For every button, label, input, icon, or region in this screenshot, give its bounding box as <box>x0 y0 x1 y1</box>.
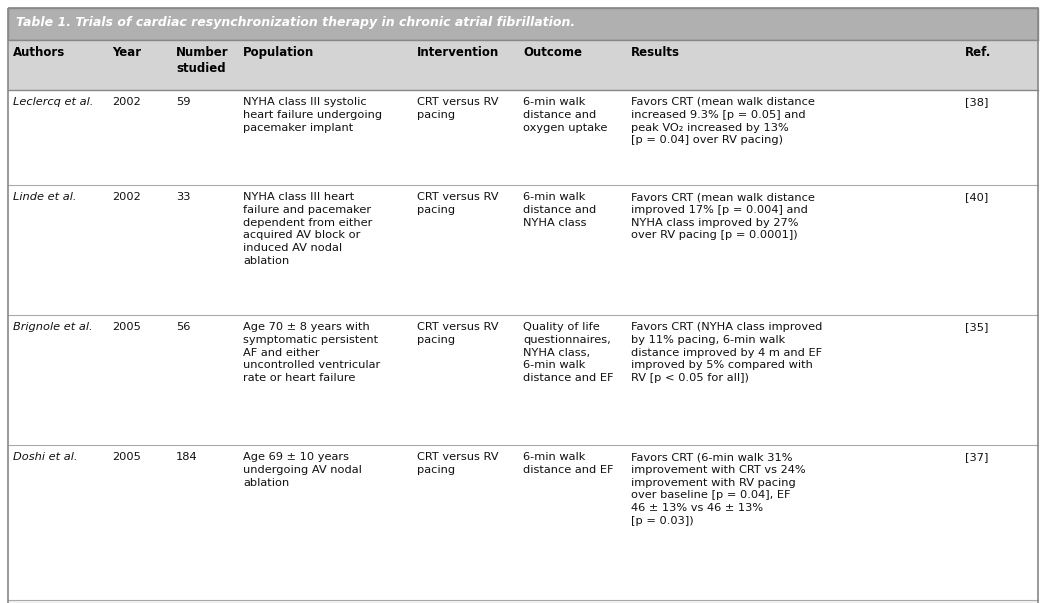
Bar <box>8 315 1038 445</box>
Text: Favors CRT (mean walk distance
increased 9.3% [p = 0.05] and
peak VO₂ increased : Favors CRT (mean walk distance increased… <box>631 97 815 145</box>
Text: Population: Population <box>243 46 314 59</box>
Text: 6-min walk
distance and
oxygen uptake: 6-min walk distance and oxygen uptake <box>523 97 608 133</box>
Text: Linde et al.: Linde et al. <box>13 192 76 202</box>
Text: Year: Year <box>112 46 141 59</box>
Text: [35]: [35] <box>965 322 988 332</box>
Bar <box>8 40 1038 90</box>
Text: Favors CRT (NYHA class improved
by 11% pacing, 6-min walk
distance improved by 4: Favors CRT (NYHA class improved by 11% p… <box>631 322 822 383</box>
Text: Age 69 ± 10 years
undergoing AV nodal
ablation: Age 69 ± 10 years undergoing AV nodal ab… <box>243 452 362 488</box>
Text: 6-min walk
distance and
NYHA class: 6-min walk distance and NYHA class <box>523 192 596 227</box>
Text: Results: Results <box>631 46 680 59</box>
Text: 2005: 2005 <box>112 452 141 462</box>
Text: 33: 33 <box>176 192 190 202</box>
Text: 184: 184 <box>176 452 198 462</box>
Text: NYHA class III heart
failure and pacemaker
dependent from either
acquired AV blo: NYHA class III heart failure and pacemak… <box>243 192 372 266</box>
Text: Table 1. Trials of cardiac resynchronization therapy in chronic atrial fibrillat: Table 1. Trials of cardiac resynchroniza… <box>16 16 575 29</box>
Text: CRT versus RV
pacing: CRT versus RV pacing <box>417 322 499 345</box>
Text: CRT versus RV
pacing: CRT versus RV pacing <box>417 192 499 215</box>
Text: 2002: 2002 <box>112 192 141 202</box>
Text: 2002: 2002 <box>112 97 141 107</box>
Text: [37]: [37] <box>965 452 988 462</box>
Text: Brignole et al.: Brignole et al. <box>13 322 93 332</box>
Bar <box>8 90 1038 185</box>
Text: 6-min walk
distance and EF: 6-min walk distance and EF <box>523 452 614 475</box>
Text: Number
studied: Number studied <box>176 46 229 75</box>
Text: [40]: [40] <box>965 192 988 202</box>
Text: Quality of life
questionnaires,
NYHA class,
6-min walk
distance and EF: Quality of life questionnaires, NYHA cla… <box>523 322 614 383</box>
Text: Leclercq et al.: Leclercq et al. <box>13 97 93 107</box>
Text: Authors: Authors <box>13 46 65 59</box>
Text: Doshi et al.: Doshi et al. <box>13 452 77 462</box>
Text: 2005: 2005 <box>112 322 141 332</box>
Text: 59: 59 <box>176 97 190 107</box>
Text: [38]: [38] <box>965 97 988 107</box>
Text: Outcome: Outcome <box>523 46 582 59</box>
Bar <box>8 8 1038 40</box>
Text: Ref.: Ref. <box>965 46 992 59</box>
Text: Favors CRT (mean walk distance
improved 17% [p = 0.004] and
NYHA class improved : Favors CRT (mean walk distance improved … <box>631 192 815 241</box>
Text: NYHA class III systolic
heart failure undergoing
pacemaker implant: NYHA class III systolic heart failure un… <box>243 97 382 133</box>
Text: 56: 56 <box>176 322 190 332</box>
Text: CRT versus RV
pacing: CRT versus RV pacing <box>417 452 499 475</box>
Text: Favors CRT (6-min walk 31%
improvement with CRT vs 24%
improvement with RV pacin: Favors CRT (6-min walk 31% improvement w… <box>631 452 805 526</box>
Text: Intervention: Intervention <box>417 46 499 59</box>
Text: Age 70 ± 8 years with
symptomatic persistent
AF and either
uncontrolled ventricu: Age 70 ± 8 years with symptomatic persis… <box>243 322 381 383</box>
Bar <box>8 600 1038 603</box>
Text: CRT versus RV
pacing: CRT versus RV pacing <box>417 97 499 120</box>
Bar <box>8 185 1038 315</box>
Bar <box>8 445 1038 600</box>
